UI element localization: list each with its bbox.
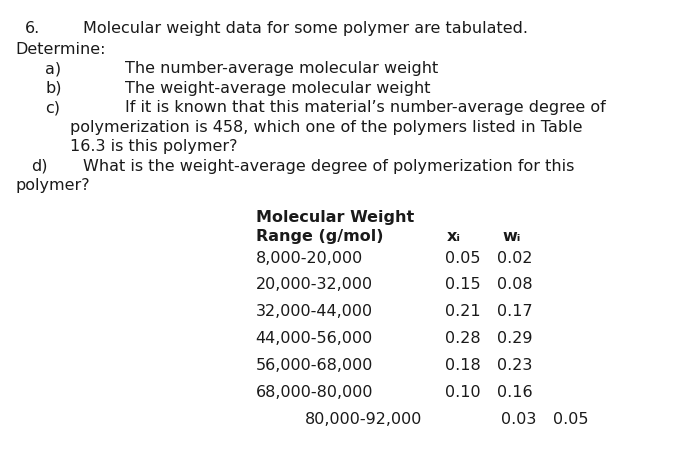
Text: Molecular Weight: Molecular Weight [256,209,414,224]
Text: 80,000-92,000: 80,000-92,000 [304,411,422,426]
Text: 0.23: 0.23 [497,357,533,372]
Text: wᵢ: wᵢ [503,229,521,244]
Text: 44,000-56,000: 44,000-56,000 [256,331,372,345]
Text: 0.29: 0.29 [497,331,533,345]
Text: 0.08: 0.08 [497,277,533,292]
Text: b): b) [46,81,62,95]
Text: c): c) [46,100,60,115]
Text: 32,000-44,000: 32,000-44,000 [256,304,372,319]
Text: Range (g/mol): Range (g/mol) [256,229,383,244]
Text: polymer?: polymer? [15,178,90,193]
Text: 68,000-80,000: 68,000-80,000 [256,384,373,399]
Text: 0.10: 0.10 [444,384,480,399]
Text: 0.21: 0.21 [444,304,480,319]
Text: Determine:: Determine: [15,42,106,56]
Text: 0.16: 0.16 [497,384,533,399]
Text: 0.28: 0.28 [444,331,480,345]
Text: 6.: 6. [25,21,40,36]
Text: 0.18: 0.18 [444,357,480,372]
Text: Molecular weight data for some polymer are tabulated.: Molecular weight data for some polymer a… [83,21,528,36]
Text: 0.05: 0.05 [553,411,589,426]
Text: a): a) [46,61,62,76]
Text: 0.15: 0.15 [444,277,480,292]
Text: What is the weight-average degree of polymerization for this: What is the weight-average degree of pol… [83,158,574,173]
Text: 0.02: 0.02 [497,250,533,265]
Text: 0.17: 0.17 [497,304,533,319]
Text: 0.05: 0.05 [444,250,480,265]
Text: If it is known that this material’s number-average degree of: If it is known that this material’s numb… [125,100,606,115]
Text: d): d) [32,158,48,173]
Text: 8,000-20,000: 8,000-20,000 [256,250,363,265]
Text: The weight-average molecular weight: The weight-average molecular weight [125,81,430,95]
Text: xᵢ: xᵢ [447,229,461,244]
Text: 20,000-32,000: 20,000-32,000 [256,277,372,292]
Text: 56,000-68,000: 56,000-68,000 [256,357,373,372]
Text: The number-average molecular weight: The number-average molecular weight [125,61,438,76]
Text: 16.3 is this polymer?: 16.3 is this polymer? [70,139,237,154]
Text: polymerization is 458, which one of the polymers listed in Table: polymerization is 458, which one of the … [70,119,582,134]
Text: 0.03: 0.03 [500,411,536,426]
